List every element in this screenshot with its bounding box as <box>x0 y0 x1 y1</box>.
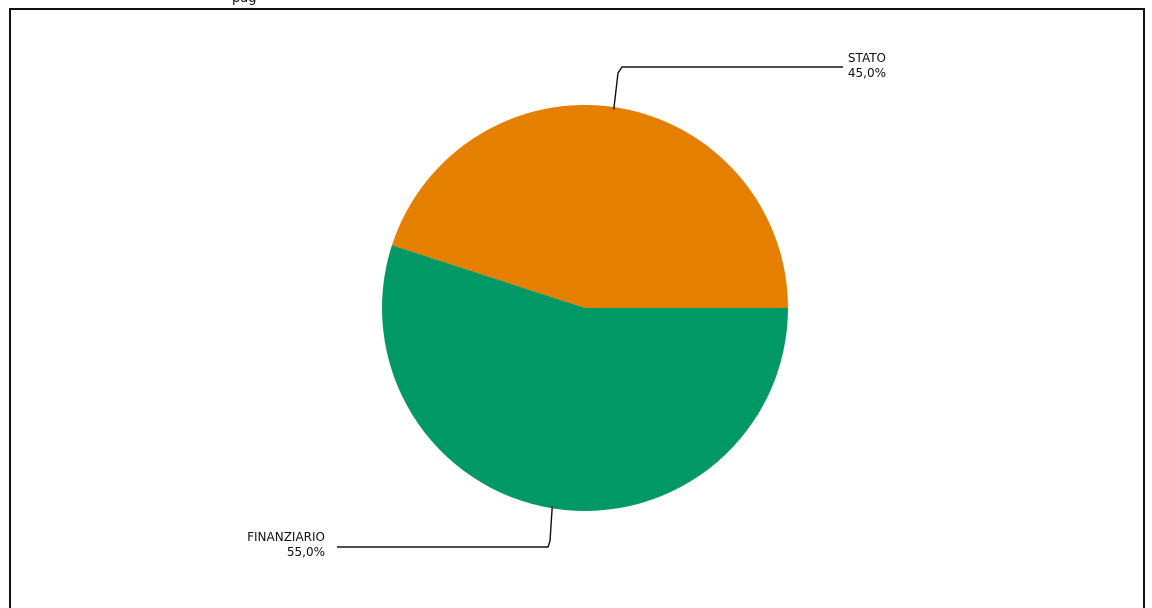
slice-value-stato: 45,0% <box>848 66 886 80</box>
clipped-header-text: pag <box>232 0 256 5</box>
slice-value-finanziario: 55,0% <box>287 545 325 559</box>
pie-slice-finanziario <box>381 245 788 512</box>
leader-line-finanziario <box>337 506 553 548</box>
chart-frame <box>9 8 1145 608</box>
leader-line-stato <box>613 66 843 110</box>
slice-label-finanziario: FINANZIARIO <box>247 530 325 544</box>
slice-label-stato: STATO <box>848 51 886 65</box>
pie-slice-stato <box>391 105 788 309</box>
